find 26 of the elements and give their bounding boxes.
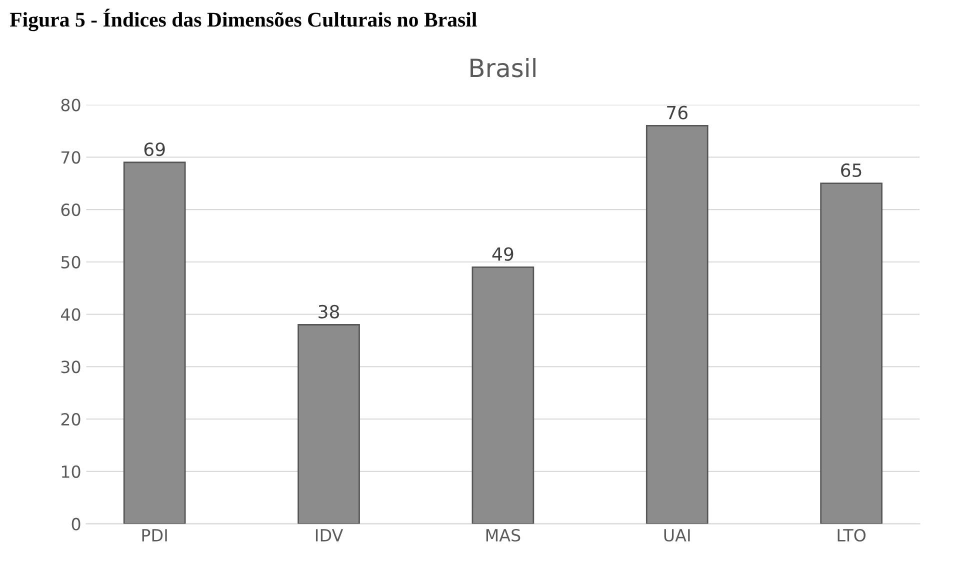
- data-label: 38: [318, 304, 340, 318]
- data-label: 65: [841, 163, 862, 178]
- x-tick-label: MAS: [486, 528, 520, 542]
- x-tick-label: PDI: [142, 529, 167, 542]
- y-tick-label: 60: [61, 203, 80, 216]
- bar: [820, 182, 882, 524]
- data-label: 69: [144, 142, 165, 156]
- y-tick-label: 0: [72, 518, 80, 530]
- bar: [472, 266, 534, 524]
- x-tick-label: LTO: [838, 528, 866, 542]
- y-tick-label: 80: [61, 98, 80, 112]
- data-label: 49: [492, 247, 514, 261]
- data-label: 76: [667, 106, 688, 120]
- y-tick-label: 30: [61, 360, 80, 374]
- bar: [646, 125, 708, 524]
- chart-title: Brasil: [470, 58, 536, 78]
- text: Figura 5 - Índices das Dimensões Culturais no Brasil: [10, 8, 477, 32]
- x-tick-label: IDV: [316, 529, 344, 542]
- y-tick-label: 50: [61, 256, 80, 268]
- y-tick-label: 40: [60, 308, 80, 321]
- y-tick-label: 70: [62, 151, 80, 164]
- x-tick-label: UAI: [664, 529, 690, 542]
- bar: [123, 162, 186, 524]
- y-tick-label: 10: [62, 465, 80, 478]
- y-tick-label: 20: [61, 413, 80, 426]
- bar: [298, 324, 360, 524]
